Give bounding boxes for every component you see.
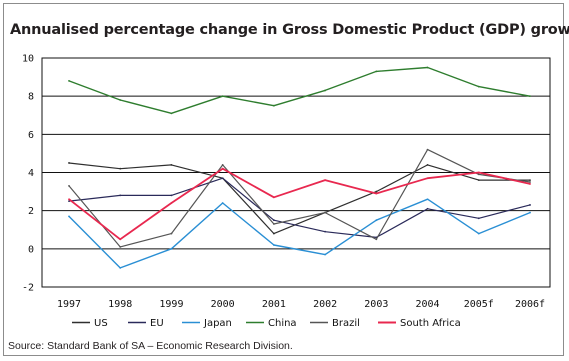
source-note: Source: Standard Bank of SA – Economic R… [8, 340, 293, 352]
legend-label-eu: EU [150, 318, 164, 329]
data-point-south-africa [529, 183, 531, 185]
data-point-south-africa [119, 238, 122, 241]
data-point-eu [477, 217, 480, 220]
x-tick-label: 1998 [108, 299, 132, 310]
data-point-brazil [272, 223, 275, 225]
data-point-china [119, 99, 122, 101]
data-point-china [529, 95, 531, 98]
data-point-japan [170, 247, 173, 250]
plot-area: -2 0 2 4 6 8 10 1997 1998 1999 2000 2001 2002 2003 200… [22, 54, 551, 310]
legend-label-japan: Japan [203, 318, 232, 329]
data-point-china [426, 66, 429, 69]
x-tick-label: 2001 [262, 299, 286, 310]
data-point-south-africa [375, 192, 378, 195]
data-point-china [272, 104, 275, 107]
series-line-us [68, 162, 530, 235]
data-point-japan [68, 215, 70, 218]
data-point-us [477, 179, 480, 182]
data-point-brazil [119, 246, 122, 248]
data-point-eu [272, 219, 275, 222]
x-tick-label: 2006f [515, 299, 545, 310]
x-tick-label: 2002 [313, 299, 337, 310]
data-point-south-africa [426, 177, 429, 180]
x-tick-label: 2003 [364, 299, 388, 310]
data-point-brazil [324, 211, 327, 214]
data-point-china [477, 85, 480, 88]
data-point-us [272, 232, 275, 235]
data-point-eu [221, 177, 224, 180]
data-point-south-africa [68, 198, 70, 201]
data-point-japan [375, 219, 378, 222]
data-point-china [170, 112, 173, 115]
data-point-japan [272, 244, 275, 246]
legend-label-china: China [268, 318, 297, 329]
chart-title: Annualised percentage change in Gross Do… [10, 22, 569, 38]
y-tick-label: 10 [22, 54, 34, 65]
legend: US EU Japan China Brazil South Africa [72, 318, 461, 329]
data-point-japan [477, 232, 480, 235]
x-tick-label: 1997 [57, 299, 81, 310]
data-point-south-africa [324, 179, 327, 182]
y-tick-label: 4 [28, 168, 34, 179]
data-point-japan [426, 198, 429, 201]
data-point-south-africa [221, 167, 224, 170]
x-tick-label: 2005f [464, 299, 494, 310]
data-point-china [68, 80, 70, 82]
legend-label-brazil: Brazil [332, 318, 360, 329]
series-line-eu [68, 177, 531, 238]
data-point-eu [426, 207, 429, 210]
data-point-eu [529, 204, 531, 206]
data-point-us [375, 190, 378, 193]
y-tick-label: 6 [28, 130, 34, 141]
y-tick-label: 0 [28, 244, 34, 255]
x-tick-label: 2004 [416, 299, 440, 310]
data-point-south-africa [477, 171, 480, 174]
data-point-japan [221, 202, 224, 204]
series-line-china [68, 66, 531, 115]
data-point-china [324, 89, 327, 92]
data-point-eu [324, 230, 327, 233]
series-line-brazil [68, 149, 531, 248]
data-point-brazil [68, 184, 70, 187]
data-point-us [68, 162, 70, 164]
data-point-eu [119, 194, 122, 197]
series-line-south-africa [68, 167, 531, 241]
data-point-brazil [529, 181, 531, 183]
legend-label-south-africa: South Africa [400, 318, 461, 329]
data-point-brazil [375, 238, 378, 241]
data-point-brazil [170, 232, 173, 235]
legend-label-us: US [94, 318, 108, 329]
y-tick-label: 2 [28, 206, 34, 217]
series-line-japan [68, 198, 531, 269]
data-point-south-africa [170, 202, 173, 204]
data-point-south-africa [272, 196, 275, 199]
y-tick-label: -2 [22, 283, 34, 294]
data-point-brazil [221, 163, 224, 166]
data-point-china [221, 95, 224, 98]
data-point-eu [170, 194, 173, 197]
data-point-us [119, 167, 122, 170]
data-point-us [170, 163, 173, 166]
x-tick-label: 1999 [159, 299, 183, 310]
data-point-japan [324, 253, 327, 256]
data-point-brazil [426, 148, 429, 151]
series-layer [68, 66, 531, 269]
data-point-japan [119, 267, 122, 269]
y-tick-label: 8 [28, 92, 34, 103]
data-point-japan [529, 211, 531, 214]
chart-frame [3, 3, 564, 356]
data-point-us [426, 163, 429, 166]
x-tick-label: 2000 [211, 299, 235, 310]
data-point-china [375, 70, 378, 73]
data-point-us [529, 179, 531, 182]
data-point-brazil [477, 173, 480, 176]
